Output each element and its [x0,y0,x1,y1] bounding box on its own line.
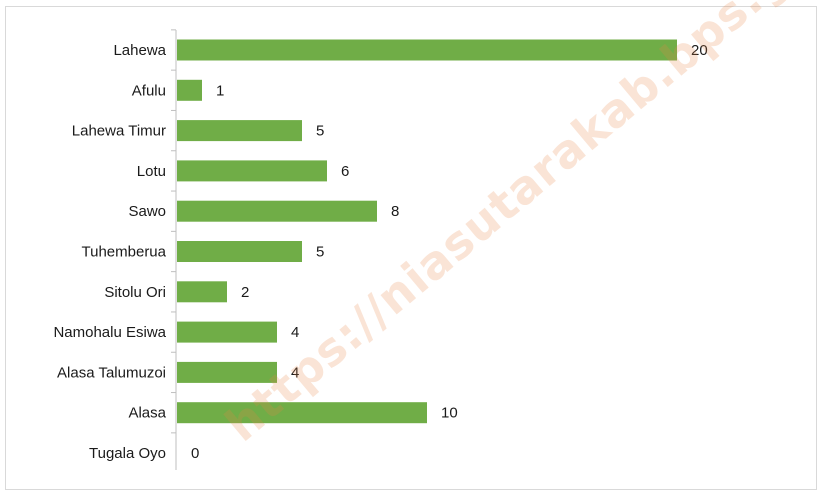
bar [177,241,302,262]
value-label: 4 [291,364,299,381]
value-label: 6 [341,163,349,180]
category-label: Sitolu Ori [104,284,166,301]
value-label: 5 [316,123,324,140]
bar [177,361,277,383]
bar [177,281,227,303]
bar [177,402,427,424]
value-label: 1 [216,82,224,99]
category-label: Lahewa Timur [72,123,166,140]
category-label: Tugala Oyo [89,445,166,462]
bar [177,39,677,61]
category-label: Tuhemberua [82,244,167,261]
category-label: Alasa Talumuzoi [57,364,166,381]
bar [177,160,327,182]
category-labels: Lahewa Afulu Lahewa Timur Lotu Sawo Tuhemberu… [53,42,166,462]
category-label: Afulu [132,82,166,99]
value-label: 4 [291,324,299,341]
value-label: 2 [241,284,249,301]
category-label: Lahewa [113,42,166,59]
category-label: Namohalu Esiwa [53,324,166,341]
category-label: Sawo [128,203,166,220]
value-label: 5 [316,244,324,261]
bar [177,321,277,343]
bars-layer [177,39,677,424]
bar [177,200,377,222]
category-label: Lotu [137,163,166,180]
value-labels: 20 1 5 6 8 5 2 4 4 10 0 [191,42,708,462]
value-label: 8 [391,203,399,220]
value-label: 0 [191,445,199,462]
bar [177,79,202,101]
category-label: Alasa [128,405,166,422]
bar [177,120,302,142]
axis-layer [171,29,177,470]
value-label: 20 [691,42,708,59]
value-label: 10 [441,405,458,422]
